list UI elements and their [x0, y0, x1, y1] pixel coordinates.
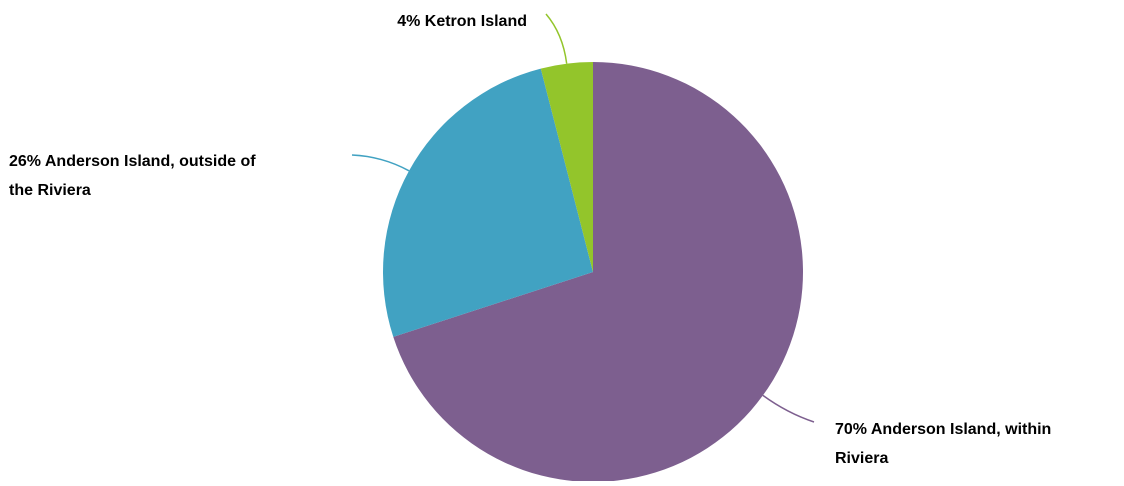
- slice-label-anderson-outside-riviera: 26% Anderson Island, outside of the Rivi…: [9, 153, 260, 199]
- slice-label-line-2: the Riviera: [9, 182, 91, 199]
- slice-label-ketron-island: 4% Ketron Island: [397, 13, 527, 30]
- slice-label-line-2: Riviera: [835, 450, 888, 467]
- slice-label-anderson-within-riviera: 70% Anderson Island, within Riviera: [835, 421, 1056, 467]
- pie-slice-1: [393, 62, 804, 483]
- slice-label-line-1: 70% Anderson Island, within: [835, 421, 1051, 438]
- slice-labels: 4% Ketron Island 26% Anderson Island, ou…: [9, 13, 1056, 467]
- leader-line-2: [351, 154, 410, 172]
- pie-slices: [383, 62, 804, 483]
- leader-line-3: [545, 13, 568, 64]
- slice-label-line-1: 26% Anderson Island, outside of: [9, 153, 256, 170]
- leader-lines: [351, 13, 815, 423]
- pie-slice-3: [540, 62, 593, 272]
- pie-slice-2: [383, 68, 593, 337]
- leader-line-1: [762, 394, 815, 423]
